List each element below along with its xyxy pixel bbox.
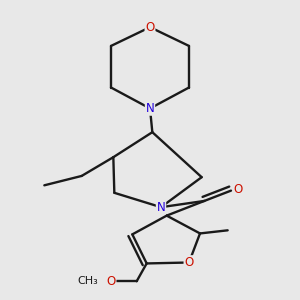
Text: N: N — [157, 201, 165, 214]
Text: O: O — [234, 183, 243, 196]
Text: N: N — [146, 102, 154, 115]
Text: CH₃: CH₃ — [77, 276, 98, 286]
Text: O: O — [184, 256, 194, 269]
Text: O: O — [106, 275, 116, 288]
Text: O: O — [146, 21, 154, 34]
